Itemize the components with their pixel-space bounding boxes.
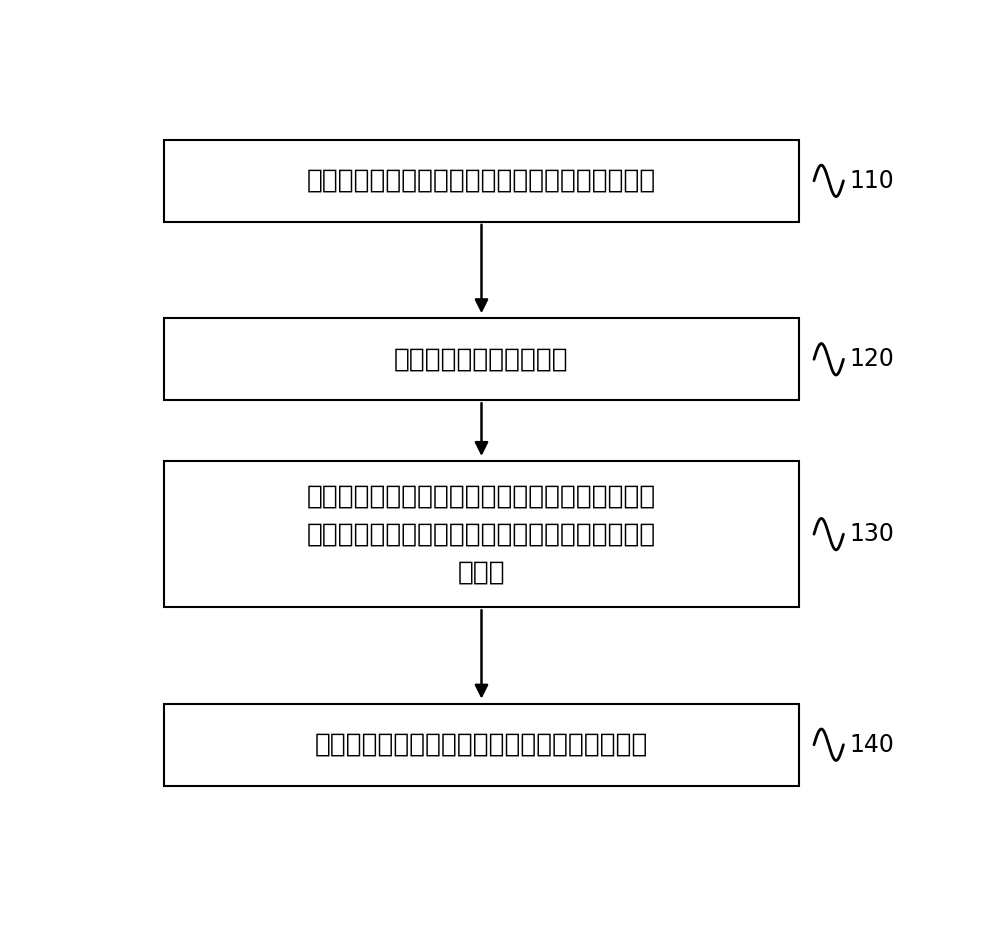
Text: 选用电池当前状态最大充电倍率对电池进行充电: 选用电池当前状态最大充电倍率对电池进行充电 [315,731,648,757]
Bar [164,318,799,400]
Text: 获取电池的实际荷电状态: 获取电池的实际荷电状态 [394,347,569,373]
Text: 120: 120 [850,348,895,372]
Text: 110: 110 [850,169,894,193]
Text: 140: 140 [850,732,895,756]
Bar [164,704,799,786]
Bar [164,140,799,222]
Text: 确定电池的荷电状态与最大充电倍率的映射关系表: 确定电池的荷电状态与最大充电倍率的映射关系表 [307,168,656,194]
Bar [164,461,799,607]
Text: 根据电池的实际荷电状态和电池的荷电状态与最大
充电倍率的映射关系表，确定电池当前状态最大充
电倍率: 根据电池的实际荷电状态和电池的荷电状态与最大 充电倍率的映射关系表，确定电池当前… [307,483,656,585]
Text: 130: 130 [850,522,895,546]
